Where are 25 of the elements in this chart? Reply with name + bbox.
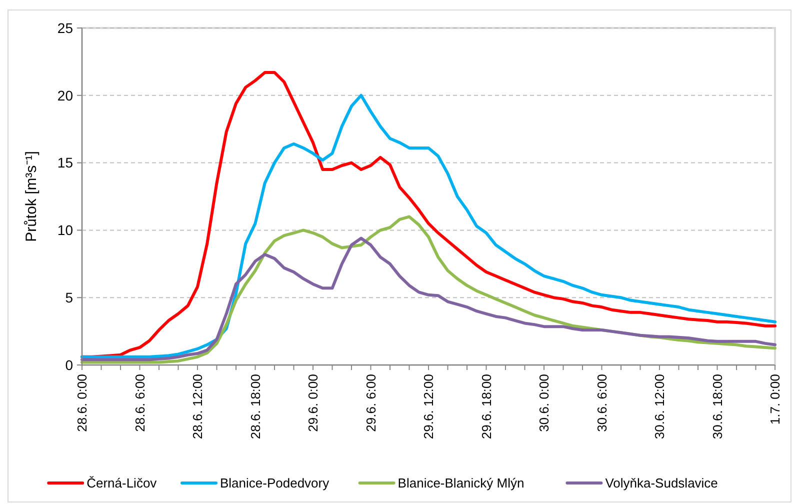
x-tick-label: 30.6. 6:00 [594,374,610,432]
x-tick-label: 28.6. 18:00 [248,374,263,440]
x-tick-label: 29.6. 0:00 [306,374,321,432]
line-series [80,236,776,362]
x-tick-label: 28.6. 0:00 [74,374,90,432]
legend-label: Blanice-Blanický Mlýn [398,476,524,491]
x-tick-label: 30.6. 18:00 [710,374,725,440]
x-tick-label: 30.6. 0:00 [536,374,552,432]
x-tick-label: 29.6. 18:00 [478,374,494,440]
x-tick-label: 29.6. 12:00 [421,374,436,440]
legend-label: Blanice-Podedvory [220,476,330,491]
x-tick-label: 28.6. 12:00 [190,374,206,440]
x-tick-label: 30.6. 12:00 [652,374,668,440]
x-tick-label: 28.6. 6:00 [132,374,148,432]
x-tick-label: 29.6. 6:00 [363,374,378,432]
legend-label: Volyňka-Sudslavice [605,476,718,491]
y-axis-title: Průtok [m³s⁻¹] [23,151,40,242]
y-tick-label: 0 [65,356,74,373]
y-tick-label: 25 [57,20,74,36]
y-tick-label: 5 [65,290,74,306]
y-tick-label: 20 [57,87,74,104]
legend-label: Černá-Ličov [86,476,158,491]
y-tick-label: 15 [57,154,74,171]
y-tick-label: 10 [57,222,74,238]
x-tick-label: 1.7. 0:00 [768,374,783,425]
